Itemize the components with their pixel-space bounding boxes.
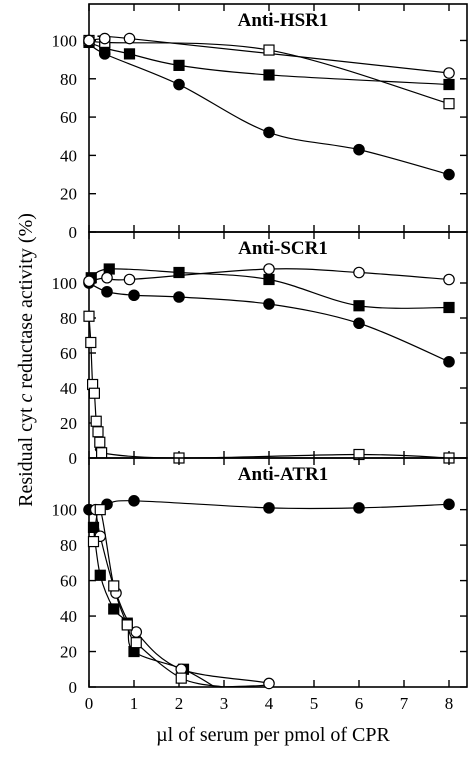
data-point-filled-circle (128, 289, 140, 302)
data-point-filled-circle (263, 502, 275, 514)
x-tick-label: 2 (175, 694, 184, 713)
data-point-open-square (87, 535, 100, 548)
data-point-filled-square (443, 78, 455, 91)
panel-frame (88, 231, 468, 459)
data-point-filled-circle (101, 285, 113, 298)
data-point-filled-square (263, 69, 275, 81)
x-tick-label: 7 (400, 694, 409, 713)
y-tick-label: 80 (60, 70, 77, 89)
data-point-open-circle (263, 677, 275, 690)
y-tick-label: 100 (52, 31, 78, 50)
data-point-open-square (95, 447, 108, 459)
y-tick-label: 40 (60, 607, 77, 626)
data-point-open-square (443, 98, 455, 110)
data-point-filled-circle (443, 168, 455, 181)
data-point-open-square (88, 387, 101, 399)
data-point-filled-circle (353, 317, 365, 330)
data-point-open-square (175, 672, 187, 684)
data-point-filled-circle (263, 126, 275, 139)
data-point-filled-square (173, 59, 185, 71)
y-tick-label: 40 (60, 379, 77, 398)
data-point-filled-circle (128, 494, 140, 507)
panel-frame (88, 3, 468, 233)
data-point-open-circle (263, 263, 275, 275)
data-point-filled-circle (443, 355, 455, 368)
x-tick-label: 4 (265, 694, 274, 713)
data-point-open-circle (123, 32, 136, 45)
y-axis-title-part-2: reductase activity (%) (15, 213, 37, 393)
data-point-open-circle (83, 275, 95, 288)
y-tick-label: 80 (60, 309, 77, 328)
y-tick-label: 100 (52, 501, 78, 520)
data-point-filled-square (443, 301, 455, 314)
data-point-open-circle (443, 273, 455, 286)
data-point-filled-circle (353, 502, 365, 514)
data-point-open-square (94, 436, 106, 448)
y-tick-label: 0 (69, 678, 78, 697)
series-curve-filled-circle (88, 282, 450, 363)
x-tick-label: 1 (130, 694, 139, 713)
data-point-filled-square (94, 569, 106, 581)
data-point-filled-square (353, 300, 365, 312)
panel-title: Anti-ATR1 (238, 464, 328, 485)
data-point-filled-square (123, 48, 136, 60)
y-tick-label: 20 (60, 643, 77, 662)
data-point-open-circle (98, 32, 111, 45)
y-tick-label: 60 (60, 344, 77, 363)
panel-3: Anti-ATR1 0 20 40 60 80 100 0 1 2 3 4 5 6 7 8 (52, 457, 468, 713)
y-tick-label: 20 (60, 185, 77, 204)
x-tick-label: 0 (85, 694, 94, 713)
data-point-open-square (85, 336, 97, 349)
data-point-open-square (94, 504, 106, 516)
data-point-open-square (108, 580, 120, 592)
y-tick-label: 100 (52, 274, 78, 293)
y-axis-title-part-1: Residual cyt (15, 402, 37, 506)
panel-frame (88, 457, 468, 688)
data-point-filled-circle (263, 298, 275, 310)
data-point-filled-square (87, 521, 100, 533)
series-curve-open-circle (95, 509, 270, 688)
panels: Anti-HSR1020406080100Anti-SCR10204060801… (52, 3, 468, 713)
y-tick-label: 80 (60, 536, 77, 555)
data-point-open-square (90, 415, 102, 427)
data-point-filled-circle (353, 143, 365, 156)
panel-1: Anti-HSR1 0 20 40 60 80 100 (52, 3, 468, 242)
data-point-open-circle (83, 34, 95, 47)
x-tick-label: 6 (355, 694, 364, 713)
y-tick-label: 60 (60, 108, 77, 127)
x-tick-label: 5 (310, 694, 319, 713)
y-tick-label: 0 (69, 449, 78, 468)
data-point-open-square (121, 619, 133, 631)
panel-title: Anti-HSR1 (238, 10, 329, 31)
y-axis-title: Residual cyt c reductase activity (%) (15, 213, 37, 507)
panel-title: Anti-SCR1 (238, 238, 328, 259)
data-point-filled-square (263, 273, 275, 286)
data-point-open-square (263, 44, 275, 56)
y-tick-label: 60 (60, 572, 77, 591)
series-curve-filled-circle (88, 41, 450, 176)
data-point-open-square (83, 310, 95, 322)
y-tick-label: 20 (60, 414, 77, 433)
x-tick-label: 8 (445, 694, 454, 713)
y-tick-label: 40 (60, 146, 77, 165)
data-point-open-circle (443, 67, 455, 79)
y-axis-title-italic-c: c (15, 393, 37, 402)
x-tick-label: 3 (220, 694, 229, 713)
data-point-open-square (130, 637, 142, 649)
data-point-filled-circle (173, 78, 185, 91)
data-point-open-circle (101, 271, 113, 284)
data-point-open-square (92, 426, 104, 438)
data-point-filled-circle (173, 291, 185, 303)
data-point-open-circle (123, 273, 136, 286)
x-axis-title: µl of serum per pmol of CPR (156, 724, 390, 746)
data-point-filled-square (173, 266, 185, 279)
data-point-filled-square (108, 603, 120, 615)
data-point-open-circle (353, 266, 365, 279)
data-point-filled-circle (443, 498, 455, 511)
y-tick-label: 0 (69, 223, 78, 242)
panel-2: Anti-SCR1 0 20 40 60 80 100 (52, 231, 468, 468)
